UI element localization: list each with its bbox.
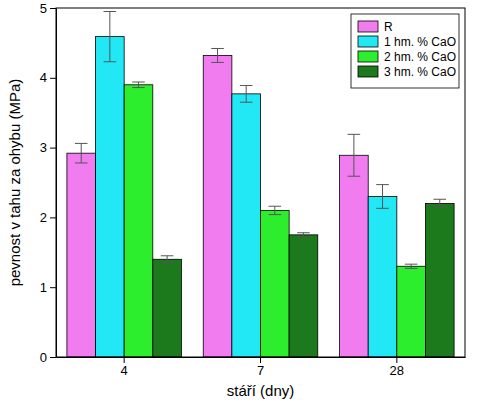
x-tick-label: 28 [390,363,404,378]
error-bar [376,185,389,209]
legend-label: 2 hm. % CaO [384,50,456,64]
error-bar [297,233,310,237]
y-tick-mark [50,78,56,79]
bar [368,196,397,357]
error-bar [433,199,446,207]
bar [96,37,125,357]
y-tick-mark [50,217,56,218]
legend-label: 1 hm. % CaO [384,35,456,49]
error-bar [348,134,361,176]
error-bar [75,143,88,163]
bar [67,153,96,357]
bar [397,266,426,357]
y-tick-label: 2 [40,210,47,225]
series [124,82,425,357]
chart: 0 1 2 3 4 5 4 7 28 stáří (dny) pevnost v tahu za o… [0,0,490,414]
x-tick: 28 [390,357,404,378]
y-tick: 5 [40,1,56,16]
x-tick-mark [260,357,261,363]
x-axis: 4 7 28 [57,357,466,378]
legend-swatch [358,66,378,77]
x-tick-label: 4 [121,363,128,378]
x-axis-title: stáří (dny) [227,382,295,399]
y-tick-mark [50,148,56,149]
legend-box [351,14,459,88]
x-tick: 7 [257,357,264,378]
legend-swatch [358,36,378,47]
y-tick-mark [50,287,56,288]
error-bar [240,85,253,102]
y-axis-title: pevnost v tahu za ohybu (MPa) [6,79,23,287]
x-tick-label: 7 [257,363,264,378]
error-bar [132,82,145,88]
x-tick-mark [396,357,397,363]
bar [289,235,318,357]
bar [203,55,232,357]
y-tick-label: 0 [40,350,47,365]
y-tick: 0 [40,350,56,365]
y-tick: 4 [40,70,56,85]
bar [261,210,290,357]
bar [232,94,261,357]
x-tick-mark [124,357,125,363]
plot-frame [56,8,465,357]
y-axis: 0 1 2 3 4 5 [40,1,57,365]
error-bar [269,206,282,214]
bar [425,203,454,357]
series [153,199,454,357]
y-tick-label: 5 [40,1,47,16]
error-bar [104,11,117,61]
error-bar [161,256,174,263]
legend-swatch [358,21,378,32]
error-bar [405,264,418,268]
legend-label: 3 hm. % CaO [384,65,456,79]
y-tick: 3 [40,140,56,155]
bar [153,259,182,357]
y-tick: 2 [40,210,56,225]
legend-swatch [358,51,378,62]
y-tick-label: 4 [40,70,47,85]
legend-label: R [384,20,393,34]
y-tick-label: 1 [40,280,47,295]
y-tick-mark [50,357,56,358]
y-tick-label: 3 [40,140,47,155]
legend: R1 hm. % CaO2 hm. % CaO3 hm. % CaO [351,14,459,88]
error-bar [211,48,224,62]
x-tick: 4 [121,357,128,378]
y-axis-line [56,9,57,358]
bar [340,155,369,357]
bar [124,85,153,357]
y-tick: 1 [40,280,56,295]
y-tick-mark [50,8,56,9]
